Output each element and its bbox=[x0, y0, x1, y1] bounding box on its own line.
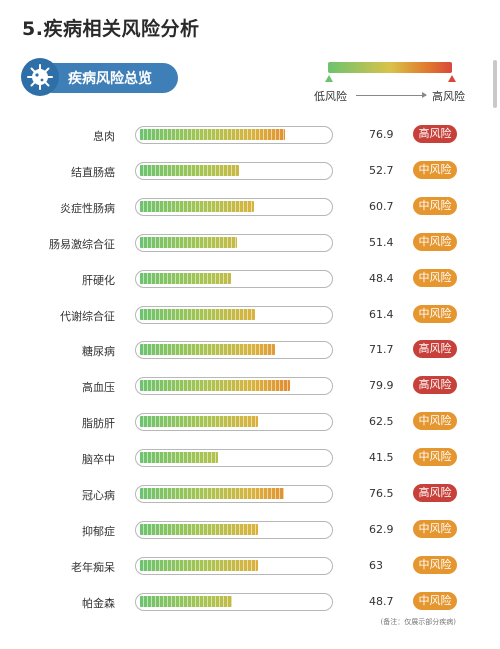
risk-score: 52.7 bbox=[369, 163, 394, 177]
section-pill bbox=[38, 63, 178, 93]
risk-bar bbox=[140, 344, 275, 356]
risk-score: 71.7 bbox=[369, 343, 394, 357]
risk-score: 61.4 bbox=[369, 307, 394, 321]
legend-gradient-bar bbox=[328, 62, 452, 73]
risk-level-badge: 中风险 bbox=[413, 304, 457, 323]
risk-score: 63 bbox=[369, 558, 383, 572]
disease-name: 糖尿病 bbox=[82, 345, 115, 359]
page-title: 5.疾病相关风险分析 bbox=[22, 18, 200, 40]
chart-row: 代谢综合征 61.4 中风险 bbox=[0, 302, 500, 338]
risk-bar bbox=[140, 200, 255, 212]
footnote: (备注：仅展示部分疾病) bbox=[380, 618, 456, 626]
disease-name: 炎症性肠病 bbox=[60, 201, 115, 215]
disease-name: 肝硬化 bbox=[82, 273, 115, 287]
risk-bar bbox=[140, 452, 219, 464]
risk-score: 62.5 bbox=[369, 415, 394, 429]
risk-level-badge: 中风险 bbox=[413, 555, 457, 574]
risk-bar-track bbox=[135, 413, 333, 432]
risk-level-badge: 中风险 bbox=[413, 232, 457, 251]
chart-row: 脑卒中 41.5 中风险 bbox=[0, 445, 500, 481]
risk-score: 76.9 bbox=[369, 128, 394, 141]
disease-name: 肠易激综合征 bbox=[49, 237, 115, 251]
chart-row: 糖尿病 71.7 高风险 bbox=[0, 337, 500, 373]
risk-score: 48.4 bbox=[369, 271, 394, 285]
risk-level-badge: 中风险 bbox=[413, 448, 457, 467]
risk-level-badge: 中风险 bbox=[413, 519, 457, 538]
risk-bar-track bbox=[135, 197, 333, 216]
risk-bar-track bbox=[135, 520, 333, 539]
scrollbar[interactable] bbox=[493, 60, 497, 108]
chart-row: 结直肠癌 52.7 中风险 bbox=[0, 158, 500, 194]
risk-level-badge: 高风险 bbox=[413, 125, 457, 143]
risk-bar bbox=[140, 129, 285, 140]
risk-bar bbox=[140, 595, 232, 607]
legend-arrow bbox=[356, 92, 427, 98]
risk-score: 41.5 bbox=[369, 451, 394, 465]
risk-level-badge: 中风险 bbox=[413, 196, 457, 215]
risk-level-badge: 高风险 bbox=[413, 340, 457, 359]
risk-bar-track bbox=[135, 592, 333, 611]
risk-bar-track bbox=[135, 233, 333, 252]
risk-score: 48.7 bbox=[369, 594, 394, 608]
disease-name: 结直肠癌 bbox=[71, 165, 115, 179]
risk-score: 79.9 bbox=[369, 379, 394, 393]
disease-name: 冠心病 bbox=[82, 489, 115, 502]
risk-bar-track bbox=[135, 269, 333, 288]
risk-bar bbox=[140, 416, 258, 428]
disease-name: 老年痴呆 bbox=[71, 560, 115, 574]
chart-row: 冠心病 76.5 高风险 bbox=[0, 481, 500, 517]
chart-row: 炎症性肠病 60.7 中风险 bbox=[0, 194, 500, 230]
chart-row: 抑郁症 62.9 中风险 bbox=[0, 517, 500, 553]
section-title: 疾病风险总览 bbox=[68, 71, 152, 87]
risk-level-badge: 中风险 bbox=[413, 412, 457, 431]
chart-row: 帕金森 48.7 中风险 bbox=[0, 589, 500, 625]
risk-legend: 低风险 高风险 bbox=[314, 58, 474, 108]
legend-high-label: 高风险 bbox=[432, 90, 465, 103]
disease-name: 脑卒中 bbox=[82, 453, 115, 467]
risk-score: 76.5 bbox=[369, 487, 394, 500]
risk-bar-track bbox=[135, 305, 333, 324]
risk-bar bbox=[140, 488, 284, 499]
risk-level-badge: 中风险 bbox=[413, 268, 457, 287]
legend-low-marker bbox=[325, 75, 333, 82]
risk-bar-track bbox=[135, 126, 333, 144]
section-header: 疾病风险总览 bbox=[20, 57, 180, 97]
disease-name: 脂肪肝 bbox=[82, 417, 115, 431]
risk-bar bbox=[140, 308, 256, 320]
disease-name: 代谢综合征 bbox=[60, 309, 115, 323]
chart-row: 肠易激综合征 51.4 中风险 bbox=[0, 230, 500, 266]
risk-bar bbox=[140, 559, 259, 571]
risk-bar-track bbox=[135, 341, 333, 360]
risk-bar-track bbox=[135, 161, 333, 180]
risk-level-badge: 高风险 bbox=[413, 484, 457, 502]
risk-bar-track bbox=[135, 485, 333, 503]
risk-bar-track bbox=[135, 377, 333, 396]
risk-bar bbox=[140, 523, 259, 535]
risk-level-badge: 高风险 bbox=[413, 376, 457, 395]
virus-icon bbox=[21, 58, 59, 96]
chart-row: 老年痴呆 63 中风险 bbox=[0, 553, 500, 589]
risk-score: 51.4 bbox=[369, 235, 394, 249]
risk-score: 62.9 bbox=[369, 522, 394, 536]
risk-bar bbox=[140, 272, 231, 284]
risk-level-badge: 中风险 bbox=[413, 160, 457, 179]
risk-level-badge: 中风险 bbox=[413, 591, 457, 610]
risk-bar-track bbox=[135, 556, 333, 575]
disease-name: 高血压 bbox=[82, 381, 115, 395]
risk-bar bbox=[140, 380, 291, 392]
legend-high-marker bbox=[448, 75, 456, 82]
disease-name: 息肉 bbox=[93, 130, 115, 143]
chart-row: 息肉 76.9 高风险 bbox=[0, 122, 500, 158]
disease-name: 帕金森 bbox=[82, 596, 115, 610]
risk-bar bbox=[140, 236, 237, 248]
risk-bar-track bbox=[135, 449, 333, 468]
risk-score: 60.7 bbox=[369, 199, 394, 213]
chart-row: 脂肪肝 62.5 中风险 bbox=[0, 409, 500, 445]
chart-row: 肝硬化 48.4 中风险 bbox=[0, 266, 500, 302]
legend-low-label: 低风险 bbox=[314, 90, 347, 103]
risk-bar bbox=[140, 164, 240, 176]
chart-row: 高血压 79.9 高风险 bbox=[0, 373, 500, 409]
disease-name: 抑郁症 bbox=[82, 524, 115, 538]
